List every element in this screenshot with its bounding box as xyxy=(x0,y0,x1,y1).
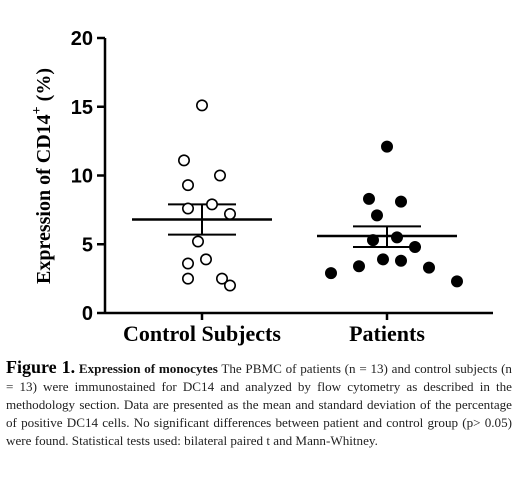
patient-data-point xyxy=(394,254,407,267)
category-label: Patients xyxy=(349,321,425,346)
patient-data-point xyxy=(366,234,379,247)
y-ticks: 0 5 10 15 20 xyxy=(71,28,105,325)
scatter-chart: 0 5 10 15 20 Control Subjects Patients Expres… xyxy=(30,28,493,346)
control-data-point xyxy=(182,272,195,285)
mean-error-bars xyxy=(132,203,457,248)
figure-title: Expression of monocytes xyxy=(78,361,218,376)
patient-data-point xyxy=(324,267,337,280)
control-data-point xyxy=(182,202,195,215)
patient-data-point xyxy=(408,241,421,254)
category-label: Control Subjects xyxy=(123,321,281,346)
patient-data-point xyxy=(422,261,435,274)
patient-data-point xyxy=(352,260,365,273)
control-data-point xyxy=(182,257,195,270)
patient-data-point xyxy=(376,253,389,266)
figure-caption: Figure 1. Expression of monocytes The PB… xyxy=(6,358,512,450)
patient-data-point xyxy=(394,195,407,208)
control-data-point xyxy=(192,235,205,248)
control-data-point xyxy=(182,179,195,192)
y-tick-label: 0 xyxy=(82,303,93,325)
data-points xyxy=(178,99,463,292)
x-category-labels: Control Subjects Patients xyxy=(123,313,425,346)
y-tick-label: 15 xyxy=(71,97,93,119)
control-data-point xyxy=(206,198,219,211)
patient-data-point xyxy=(380,140,393,153)
control-data-point xyxy=(216,272,229,285)
control-data-point xyxy=(224,208,237,221)
y-axis-title-unit: (%) xyxy=(33,68,55,106)
patient-data-point xyxy=(450,275,463,288)
patient-data-point xyxy=(370,209,383,222)
patient-data-point xyxy=(390,231,403,244)
control-data-point xyxy=(178,154,191,167)
figure-label: Figure 1. xyxy=(6,357,76,377)
axes xyxy=(103,38,493,315)
figure-caption-text: The PBMC of patients (n = 13) and contro… xyxy=(6,361,512,448)
y-axis-title: Expression of CD14+ (%) xyxy=(30,68,55,284)
y-axis-title-text: Expression of CD14 xyxy=(33,114,55,284)
patient-data-point xyxy=(362,192,375,205)
y-tick-label: 20 xyxy=(71,28,93,50)
y-axis-title-superscript: + xyxy=(30,106,45,114)
control-data-point xyxy=(224,279,237,292)
control-data-point xyxy=(200,253,213,266)
y-tick-label: 5 xyxy=(82,234,93,256)
y-tick-label: 10 xyxy=(71,166,93,188)
control-data-point xyxy=(214,169,227,182)
control-data-point xyxy=(196,99,209,112)
